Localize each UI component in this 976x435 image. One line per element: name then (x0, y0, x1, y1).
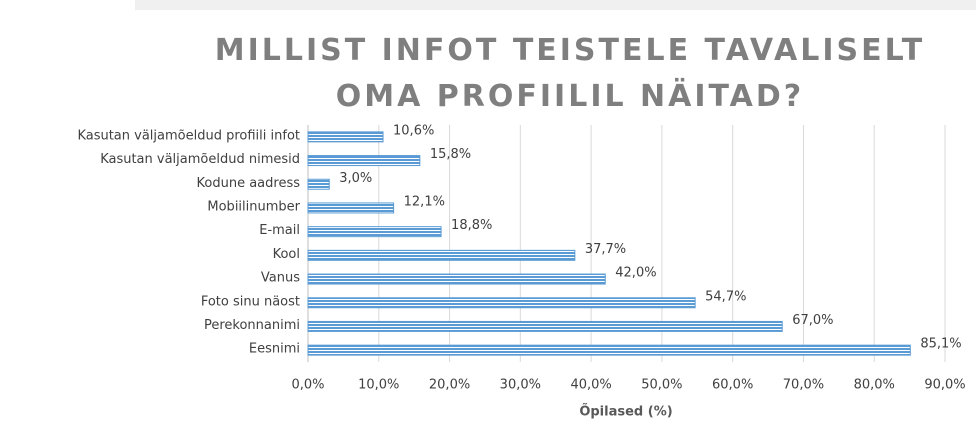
x-axis-title: Õpilased (%) (579, 404, 672, 420)
data-label: 67,0% (792, 313, 833, 328)
x-tick-label: 40,0% (570, 378, 611, 393)
bar (307, 226, 442, 238)
x-tick-label: 20,0% (429, 378, 470, 393)
x-tick-label: 10,0% (358, 378, 399, 393)
x-tick-label: 90,0% (924, 378, 965, 393)
y-tick-label: E-mail (259, 223, 300, 238)
x-tick-label: 50,0% (641, 378, 682, 393)
data-label: 3,0% (339, 171, 372, 186)
x-tick-label: 0,0% (291, 378, 324, 393)
bar (307, 131, 384, 143)
y-tick-label: Perekonnanimi (204, 318, 300, 333)
bar (307, 273, 606, 285)
y-tick-label: Vanus (261, 271, 300, 286)
x-tick-label: 30,0% (500, 378, 541, 393)
data-label: 54,7% (705, 289, 746, 304)
y-tick-label: Foto sinu näost (201, 294, 300, 309)
bar (307, 320, 783, 332)
x-tick-label: 60,0% (712, 378, 753, 393)
data-label: 12,1% (404, 194, 445, 209)
data-label: 42,0% (615, 266, 656, 281)
bar (307, 202, 395, 214)
y-tick-label: Eesnimi (249, 342, 300, 357)
bar (307, 155, 421, 167)
y-tick-label: Kool (273, 247, 300, 262)
x-tick-label: 80,0% (854, 378, 895, 393)
y-tick-label: Kasutan väljamõeldud profiili infot (77, 128, 300, 143)
y-tick-label: Kasutan väljamõeldud nimesid (100, 152, 300, 167)
data-label: 37,7% (585, 242, 626, 257)
data-label: 10,6% (393, 123, 434, 138)
y-tick-label: Mobiilinumber (207, 199, 300, 214)
data-label: 85,1% (920, 337, 961, 352)
bar (307, 178, 330, 190)
data-label: 18,8% (451, 218, 492, 233)
window-strip (135, 0, 976, 10)
x-tick-label: 70,0% (783, 378, 824, 393)
bar (307, 249, 576, 261)
bar (307, 344, 911, 356)
y-tick-label: Kodune aadress (197, 176, 301, 191)
chart-title: MILLIST INFOT TEISTELE TAVALISELT OMA PR… (214, 33, 926, 114)
bar (307, 297, 696, 309)
data-label: 15,8% (430, 147, 471, 162)
